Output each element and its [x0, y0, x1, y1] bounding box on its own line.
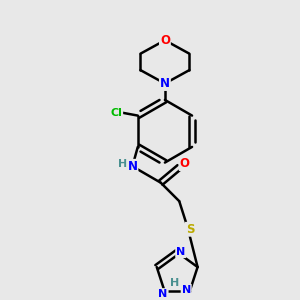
Text: O: O	[180, 157, 190, 170]
Text: N: N	[160, 77, 170, 90]
Text: O: O	[160, 34, 170, 47]
Text: H: H	[170, 278, 179, 288]
Text: S: S	[186, 223, 194, 236]
Text: Cl: Cl	[110, 108, 122, 118]
Text: N: N	[158, 289, 168, 299]
Text: N: N	[176, 247, 185, 257]
Text: H: H	[118, 159, 128, 169]
Text: N: N	[128, 160, 137, 173]
Text: N: N	[182, 285, 191, 295]
